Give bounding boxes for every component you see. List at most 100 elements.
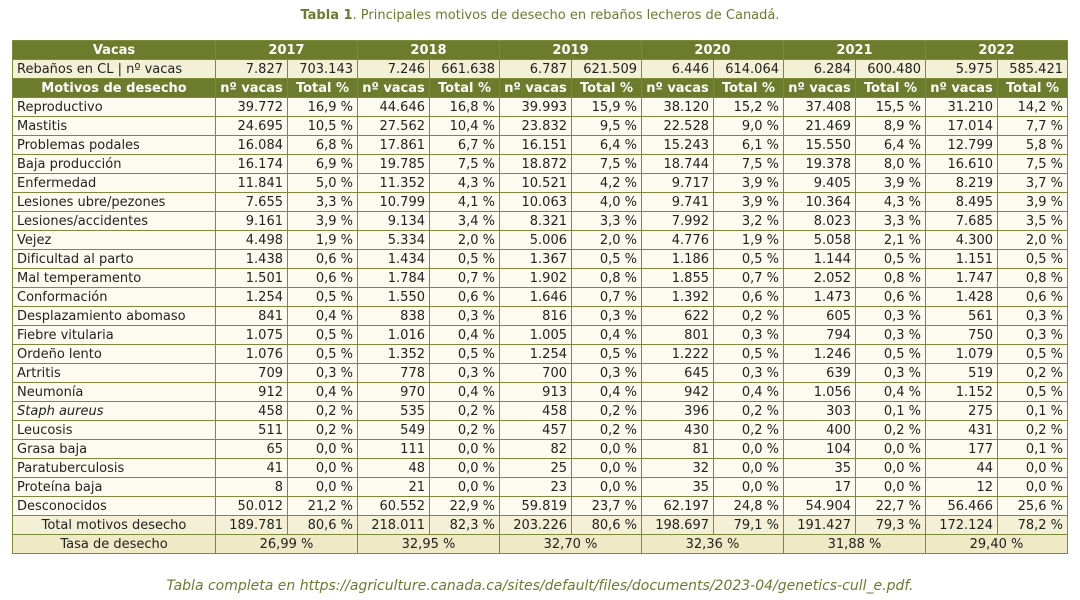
cow-count: 1.392 [641, 287, 714, 307]
cow-count: 1.902 [499, 268, 572, 288]
cow-count: 1.434 [357, 249, 430, 269]
herds-value: 7.827 [215, 59, 288, 79]
cow-count: 605 [783, 306, 856, 326]
year-header: 2020 [641, 40, 784, 60]
percent: 0,0 % [571, 458, 642, 478]
cow-count: 1.254 [215, 287, 288, 307]
total-label: Total motivos desecho [12, 515, 216, 535]
percent: 1,9 % [713, 230, 784, 250]
cow-count: 21 [357, 477, 430, 497]
cow-count: 81 [641, 439, 714, 459]
year-header: 2017 [215, 40, 358, 60]
percent: 0,0 % [287, 458, 358, 478]
percent: 7,5 % [429, 154, 500, 174]
cow-count: 44.646 [357, 97, 430, 117]
cow-count: 5.058 [783, 230, 856, 250]
cow-count: 41 [215, 458, 288, 478]
cow-count: 17.861 [357, 135, 430, 155]
cow-count: 10.364 [783, 192, 856, 212]
herds-value: 703.143 [287, 59, 358, 79]
reason-label: Conformación [12, 287, 216, 307]
cow-count: 22.528 [641, 116, 714, 136]
reason-label: Artritis [12, 363, 216, 383]
cow-count: 50.012 [215, 496, 288, 516]
total-value: 80,6 % [287, 515, 358, 535]
percent: 0,0 % [855, 439, 926, 459]
cow-count: 8.219 [925, 173, 998, 193]
cow-count: 48 [357, 458, 430, 478]
percent: 0,3 % [429, 363, 500, 383]
percent: 3,9 % [713, 173, 784, 193]
percent: 0,0 % [429, 439, 500, 459]
percent: 10,5 % [287, 116, 358, 136]
data-row: Fiebre vitularia 1.075 0,5 % 1.016 0,4 % 1.00… [12, 325, 1068, 345]
cull-table: Vacas 2017 2018 2019 2020 2021 2022 Rebaños en … [12, 40, 1068, 554]
cow-count: 9.161 [215, 211, 288, 231]
header-label: Vacas [12, 40, 216, 60]
total-value: 203.226 [499, 515, 572, 535]
cow-count: 838 [357, 306, 430, 326]
reason-label: Lesiones/accidentes [12, 211, 216, 231]
cow-count: 709 [215, 363, 288, 383]
cow-count: 5.334 [357, 230, 430, 250]
cow-count: 8.495 [925, 192, 998, 212]
cow-count: 23 [499, 477, 572, 497]
percent: 2,0 % [429, 230, 500, 250]
percent: 0,5 % [997, 344, 1068, 364]
percent: 16,9 % [287, 97, 358, 117]
total-value: 198.697 [641, 515, 714, 535]
percent: 0,0 % [997, 477, 1068, 497]
percent: 0,0 % [713, 458, 784, 478]
cow-count: 12.799 [925, 135, 998, 155]
cow-count: 39.993 [499, 97, 572, 117]
title-text: . Principales motivos de desecho en reba… [352, 8, 780, 23]
percent: 6,8 % [287, 135, 358, 155]
cow-count: 1.501 [215, 268, 288, 288]
data-row: Neumonía 912 0,4 % 970 0,4 % 913 0,4 % 942 0,4 %… [12, 382, 1068, 402]
cow-count: 8.321 [499, 211, 572, 231]
cow-count: 275 [925, 401, 998, 421]
cow-count: 24.695 [215, 116, 288, 136]
reason-label: Staph aureus [12, 401, 216, 421]
cow-count: 1.005 [499, 325, 572, 345]
cow-count: 1.352 [357, 344, 430, 364]
percent: 6,4 % [571, 135, 642, 155]
percent: 0,3 % [997, 325, 1068, 345]
percent: 15,5 % [855, 97, 926, 117]
cow-count: 17 [783, 477, 856, 497]
percent: 0,1 % [997, 439, 1068, 459]
percent: 0,7 % [713, 268, 784, 288]
rate-label: Tasa de desecho [12, 534, 216, 554]
year-header: 2022 [925, 40, 1068, 60]
data-row: Lesiones ubre/pezones 7.655 3,3 % 10.799 4,1… [12, 192, 1068, 212]
cow-count: 7.655 [215, 192, 288, 212]
cow-count: 816 [499, 306, 572, 326]
cow-count: 10.799 [357, 192, 430, 212]
percent: 0,4 % [855, 382, 926, 402]
percent: 0,0 % [571, 477, 642, 497]
cow-count: 942 [641, 382, 714, 402]
cow-count: 7.992 [641, 211, 714, 231]
cow-count: 645 [641, 363, 714, 383]
percent: 2,0 % [997, 230, 1068, 250]
percent: 0,2 % [287, 401, 358, 421]
percent: 0,0 % [713, 477, 784, 497]
cow-count: 1.747 [925, 268, 998, 288]
cow-count: 1.438 [215, 249, 288, 269]
cow-count: 27.562 [357, 116, 430, 136]
reason-label: Leucosis [12, 420, 216, 440]
cow-count: 17.014 [925, 116, 998, 136]
cow-count: 54.904 [783, 496, 856, 516]
percent: 4,2 % [571, 173, 642, 193]
data-row: Desplazamiento abomaso 841 0,4 % 838 0,3 % 81… [12, 306, 1068, 326]
percent: 0,6 % [997, 287, 1068, 307]
percent: 0,4 % [287, 306, 358, 326]
reason-label: Grasa baja [12, 439, 216, 459]
percent: 2,1 % [855, 230, 926, 250]
cow-count: 16.610 [925, 154, 998, 174]
percent: 0,3 % [855, 363, 926, 383]
percent: 0,2 % [713, 306, 784, 326]
column-header: nº vacas [783, 78, 856, 98]
data-row: Grasa baja 65 0,0 % 111 0,0 % 82 0,0 % 81 0,0 % 1… [12, 439, 1068, 459]
